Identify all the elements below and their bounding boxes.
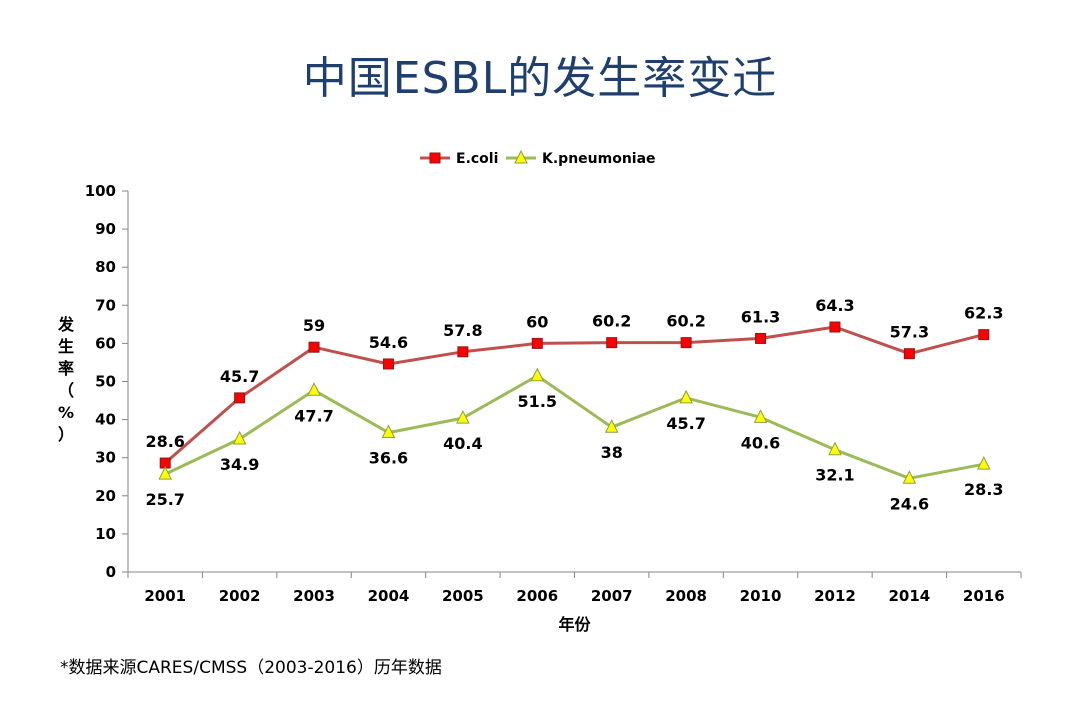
data-label: 40.6 — [741, 433, 780, 452]
data-label: 38 — [601, 443, 623, 462]
data-point — [828, 441, 842, 456]
x-tick-label: 2003 — [293, 587, 335, 605]
y-tick-label: 100 — [85, 182, 116, 200]
data-point — [382, 358, 394, 370]
x-tick-label: 2002 — [219, 587, 261, 605]
data-label: 62.3 — [964, 304, 1003, 323]
x-tick-label: 2005 — [442, 587, 484, 605]
data-label: 57.8 — [443, 321, 482, 340]
data-label: 32.1 — [815, 466, 854, 485]
data-label: 28.6 — [145, 432, 184, 451]
data-label: 28.3 — [964, 480, 1003, 499]
data-label: 25.7 — [145, 490, 184, 509]
data-point — [902, 470, 917, 484]
y-tick-label: 70 — [95, 296, 116, 314]
data-label: 59 — [303, 316, 325, 335]
data-point — [755, 332, 767, 344]
data-label: 60 — [526, 312, 548, 331]
data-label: 60.2 — [592, 312, 631, 331]
series-line-k-pneumoniae — [164, 374, 985, 480]
data-label: 60.2 — [666, 312, 705, 331]
data-label: 54.6 — [369, 333, 408, 352]
data-point — [978, 329, 990, 341]
data-point — [531, 337, 543, 349]
data-label: 45.7 — [666, 414, 705, 433]
series-line-e-coli — [164, 325, 985, 465]
data-point — [606, 337, 618, 349]
x-tick-label: 2004 — [368, 587, 410, 605]
legend-marker — [429, 152, 441, 164]
data-label: 24.6 — [890, 494, 929, 513]
x-axis-title: 年份 — [558, 615, 591, 634]
data-point — [976, 456, 991, 470]
y-axis-title-char: ） — [57, 425, 74, 444]
slide-title: 中国ESBL的发生率变迁 — [302, 53, 778, 104]
x-tick-label: 2006 — [516, 587, 558, 605]
y-axis-title-char: % — [57, 403, 75, 422]
x-tick-label: 2008 — [665, 587, 707, 605]
data-point — [829, 321, 841, 333]
y-tick-label: 90 — [95, 220, 116, 238]
x-tick-label: 2012 — [814, 587, 856, 605]
y-axis-title-char: 率 — [57, 359, 74, 378]
data-label: 45.7 — [220, 367, 259, 386]
y-tick-label: 80 — [95, 258, 116, 276]
legend-marker — [514, 149, 528, 164]
x-tick-label: 2007 — [591, 587, 633, 605]
y-axis-title-char: （ — [57, 381, 74, 400]
data-label: 40.4 — [443, 434, 482, 453]
data-point — [903, 348, 915, 360]
y-axis-title-char: 生 — [57, 337, 74, 356]
data-label: 47.7 — [294, 406, 333, 425]
data-label: 61.3 — [741, 307, 780, 326]
data-point — [530, 367, 545, 382]
data-point — [753, 409, 768, 423]
x-tick-label: 2001 — [144, 587, 186, 605]
data-label: 36.6 — [369, 449, 408, 468]
y-tick-label: 60 — [95, 334, 116, 352]
data-point — [308, 341, 320, 353]
data-point — [679, 389, 693, 404]
legend-label: E.coli — [456, 151, 498, 167]
y-axis-title-char: 发 — [57, 315, 74, 334]
y-tick-label: 30 — [95, 449, 116, 467]
data-label: 64.3 — [815, 296, 854, 315]
x-tick-label: 2014 — [889, 587, 931, 605]
data-label: 57.3 — [890, 323, 929, 342]
y-tick-label: 50 — [95, 373, 116, 391]
data-point — [232, 430, 247, 445]
data-point — [158, 465, 173, 480]
y-tick-label: 0 — [106, 563, 116, 581]
x-tick-label: 2010 — [740, 587, 782, 605]
data-point — [234, 392, 246, 404]
data-point — [680, 337, 692, 349]
data-label: 34.9 — [220, 455, 259, 474]
legend-label: K.pneumoniae — [542, 151, 656, 167]
data-label: 51.5 — [518, 392, 557, 411]
y-tick-label: 20 — [95, 487, 116, 505]
x-tick-label: 2016 — [963, 587, 1005, 605]
data-point — [457, 346, 469, 358]
y-tick-label: 40 — [95, 411, 116, 429]
data-point — [604, 419, 619, 433]
data-point — [456, 409, 470, 424]
data-point — [381, 424, 396, 439]
y-tick-label: 10 — [95, 525, 116, 543]
data-point — [307, 382, 321, 396]
y-axis-title: 发 生 率 （ % ） — [56, 314, 76, 446]
data-source-footnote: *数据来源CARES/CMSS（2003-2016）历年数据 — [60, 658, 442, 678]
